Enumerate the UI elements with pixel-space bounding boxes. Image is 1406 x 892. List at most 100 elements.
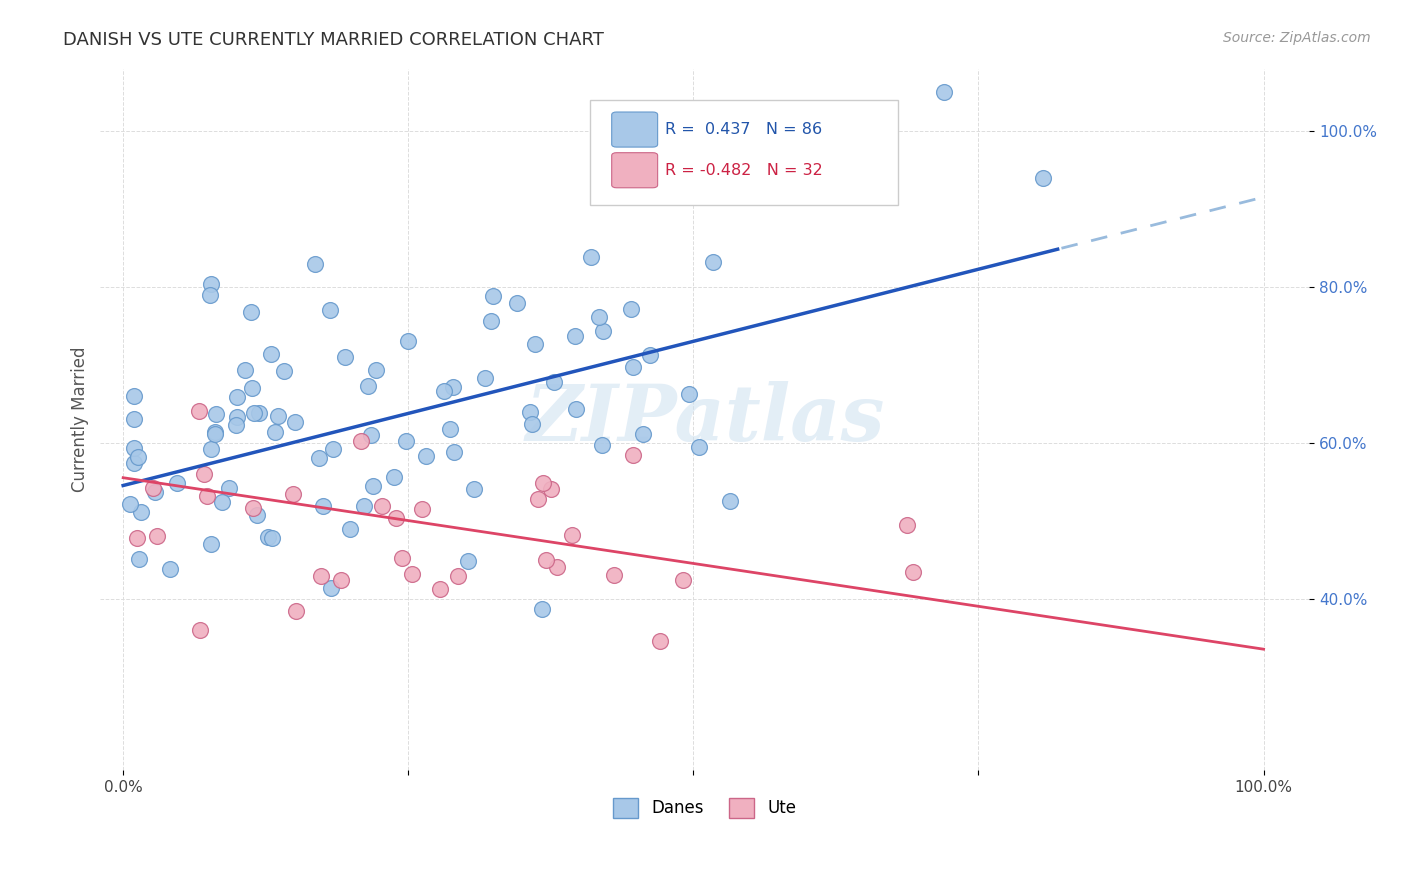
Point [308, 451, 330, 466]
Point [122, 441, 145, 455]
Y-axis label: Currently Married: Currently Married [72, 346, 89, 492]
Point [319, 302, 342, 317]
Point [264, 425, 287, 439]
Point [285, 604, 308, 618]
Point [482, 289, 505, 303]
Point [391, 550, 413, 565]
Point [443, 445, 465, 459]
Point [896, 517, 918, 532]
Point [353, 499, 375, 513]
Point [143, 485, 166, 500]
FancyBboxPatch shape [612, 112, 658, 147]
Point [246, 508, 269, 523]
Point [339, 522, 361, 536]
Point [364, 362, 387, 376]
Text: R = -0.482   N = 32: R = -0.482 N = 32 [665, 162, 823, 178]
Point [633, 426, 655, 441]
Point [198, 287, 221, 301]
Text: Source: ZipAtlas.com: Source: ZipAtlas.com [1223, 31, 1371, 45]
Point [242, 501, 264, 516]
Point [527, 492, 550, 507]
Point [382, 470, 405, 484]
Point [333, 351, 356, 365]
Point [360, 427, 382, 442]
Point [204, 427, 226, 442]
Point [122, 456, 145, 470]
Point [441, 380, 464, 394]
Point [520, 417, 543, 432]
Point [623, 104, 645, 119]
Point [588, 310, 610, 324]
Point [446, 569, 468, 583]
Point [235, 362, 257, 376]
Text: DANISH VS UTE CURRENTLY MARRIED CORRELATION CHART: DANISH VS UTE CURRENTLY MARRIED CORRELAT… [63, 31, 605, 49]
Point [205, 408, 228, 422]
Point [394, 434, 416, 449]
Point [125, 531, 148, 545]
Point [312, 499, 335, 513]
Point [195, 489, 218, 503]
Point [321, 442, 343, 456]
Legend: Danes, Ute: Danes, Ute [606, 791, 803, 825]
Point [385, 510, 408, 524]
Point [718, 494, 741, 508]
Point [1032, 170, 1054, 185]
Point [564, 328, 586, 343]
Point [357, 379, 380, 393]
Point [561, 527, 583, 541]
Point [193, 467, 215, 481]
Point [627, 174, 650, 188]
Point [146, 529, 169, 543]
Point [592, 324, 614, 338]
Point [688, 440, 710, 454]
Point [120, 497, 142, 511]
Point [361, 479, 384, 493]
Point [433, 384, 456, 398]
Point [247, 406, 270, 420]
Point [350, 434, 373, 449]
Point [603, 567, 626, 582]
Point [273, 364, 295, 378]
Point [579, 250, 602, 264]
Point [474, 371, 496, 385]
Point [479, 314, 502, 328]
Point [678, 387, 700, 401]
Point [187, 403, 209, 417]
Text: R =  0.437   N = 86: R = 0.437 N = 86 [665, 122, 823, 137]
Point [200, 277, 222, 292]
Point [309, 568, 332, 582]
Point [243, 406, 266, 420]
Point [530, 602, 553, 616]
Point [429, 582, 451, 596]
Point [506, 296, 529, 310]
Point [218, 481, 240, 495]
Point [159, 562, 181, 576]
Point [128, 552, 150, 566]
Point [411, 501, 433, 516]
Point [256, 530, 278, 544]
Point [903, 565, 925, 579]
Point [142, 481, 165, 495]
Point [330, 573, 353, 587]
Point [188, 623, 211, 637]
Point [650, 634, 672, 648]
Point [259, 347, 281, 361]
Point [565, 402, 588, 417]
Text: ZIPatlas: ZIPatlas [524, 381, 884, 458]
Point [283, 487, 305, 501]
Point [225, 417, 247, 432]
Point [932, 85, 955, 99]
Point [127, 450, 149, 465]
Point [540, 482, 562, 496]
Point [401, 567, 423, 582]
Point [262, 531, 284, 545]
Point [457, 554, 479, 568]
Point [546, 560, 568, 574]
Point [122, 389, 145, 403]
Point [166, 475, 188, 490]
Point [621, 360, 644, 375]
Point [621, 448, 644, 462]
Point [523, 336, 546, 351]
Point [204, 425, 226, 439]
Point [620, 301, 643, 316]
